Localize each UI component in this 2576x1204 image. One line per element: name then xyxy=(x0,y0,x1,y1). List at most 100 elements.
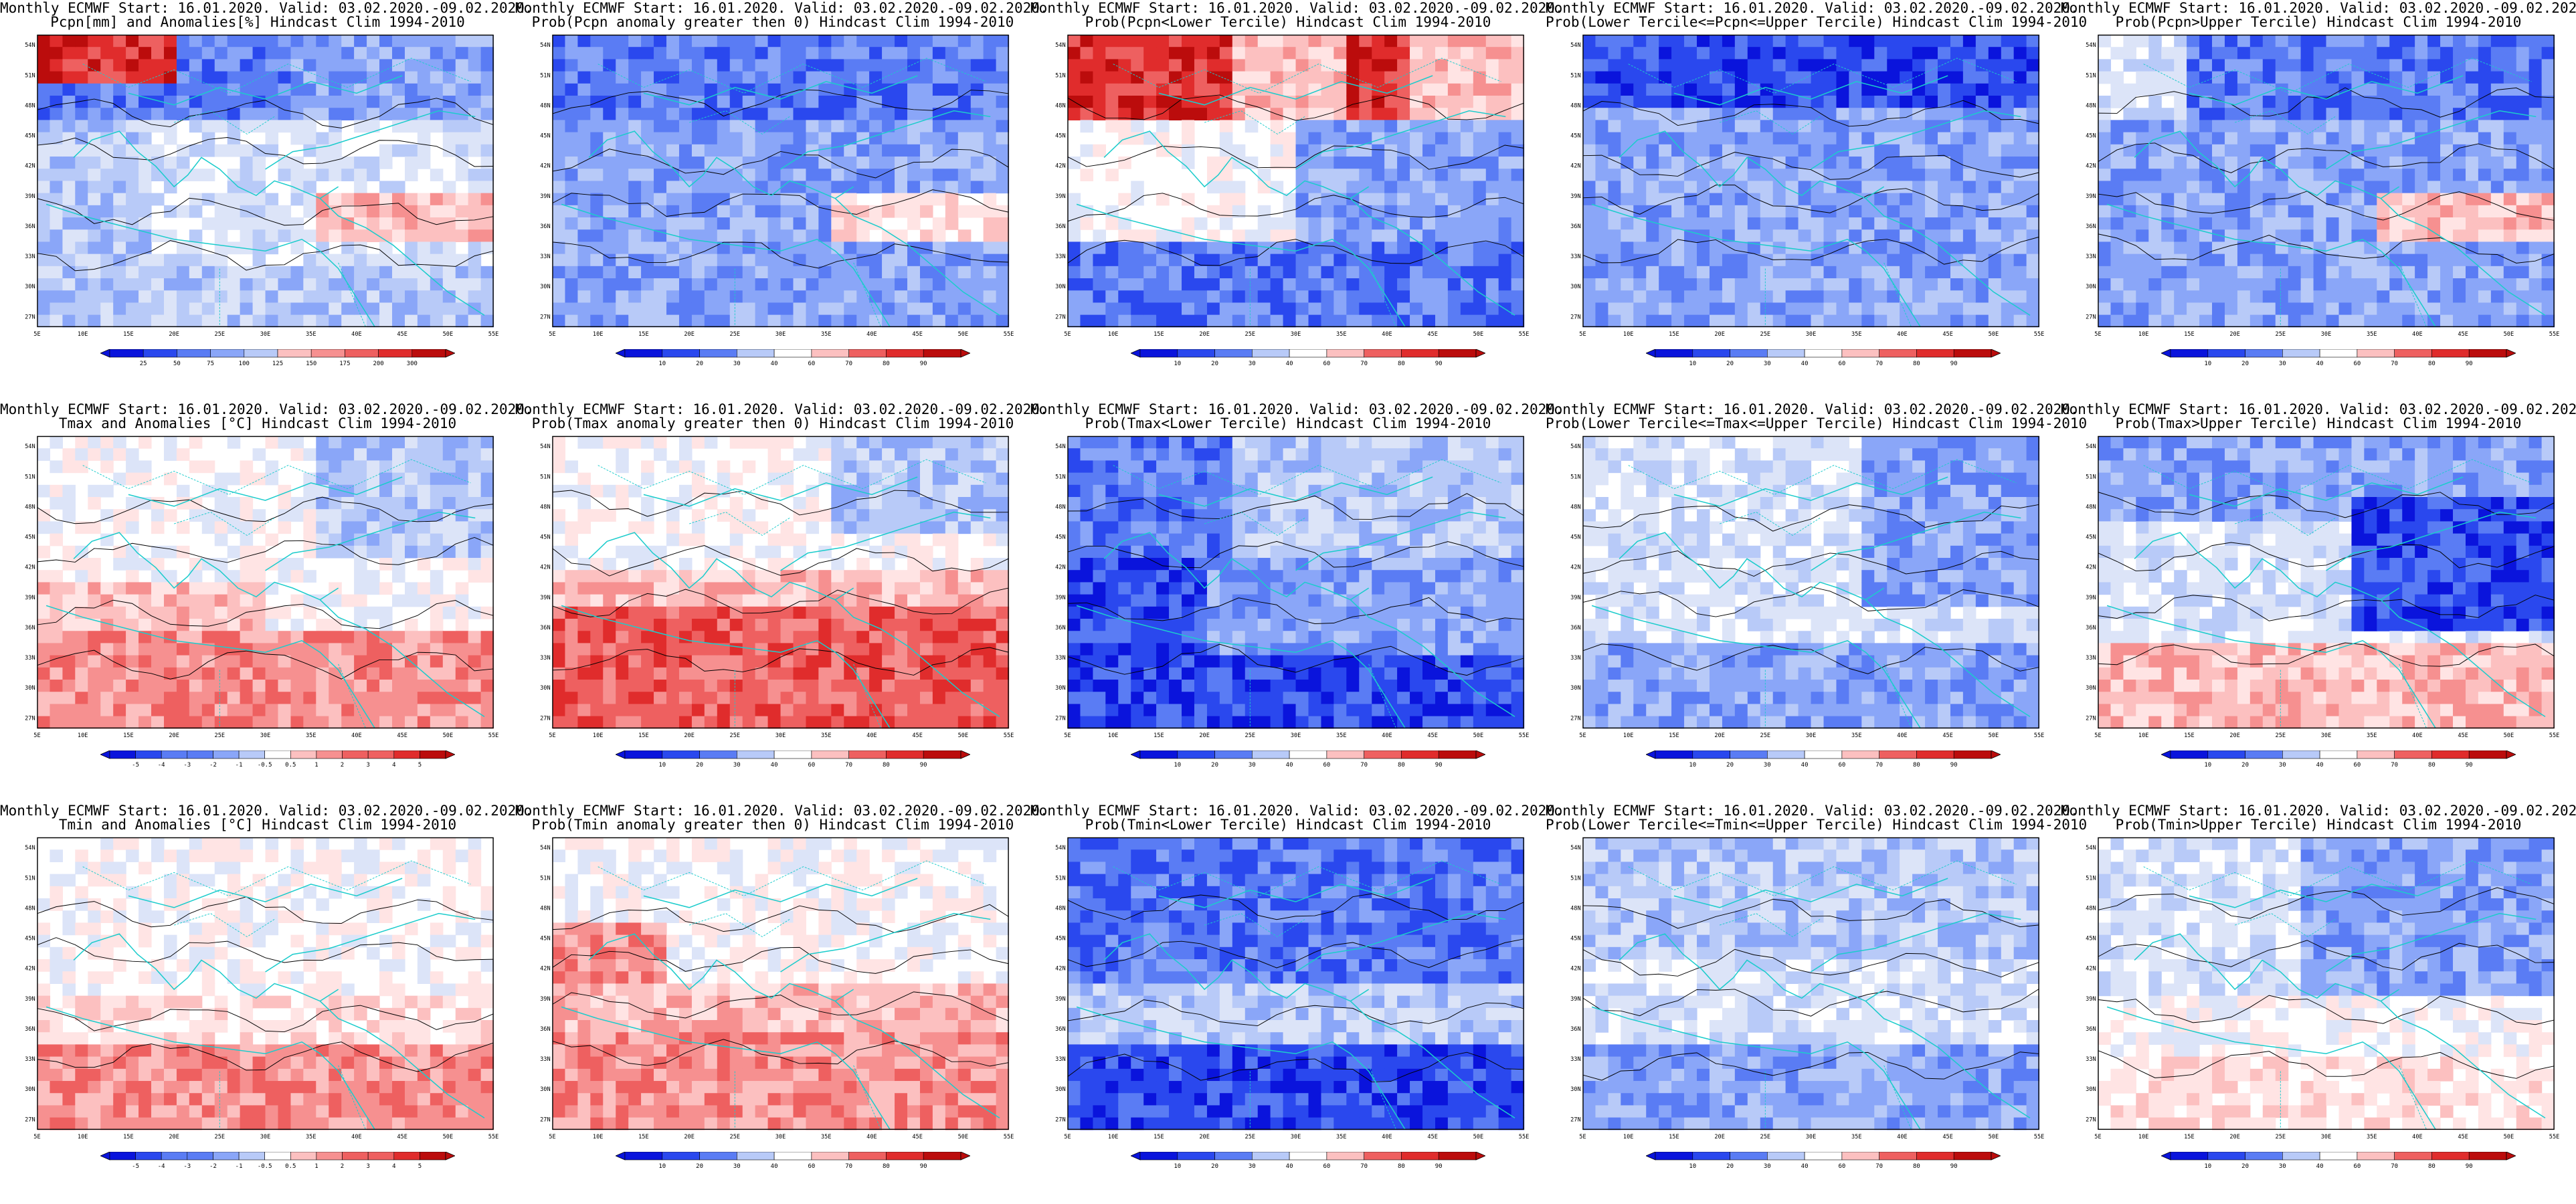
panel-title-line2: Prob(Pcpn>Upper Tercile) Hindcast Clim 1… xyxy=(2115,14,2522,30)
contour-lines xyxy=(552,904,1009,1067)
colorbar-swatch xyxy=(420,750,446,759)
colorbar-swatch xyxy=(923,750,961,759)
shaded-field xyxy=(552,436,1010,729)
colorbar-tick-label: 20 xyxy=(696,1163,703,1170)
colorbar-tick-label: 10 xyxy=(658,1163,666,1170)
panel-title-line1: Monthly ECMWF Start: 16.01.2020. Valid: … xyxy=(1030,803,1564,819)
colorbar-swatch xyxy=(1804,349,1843,358)
lon-tick-label: 30E xyxy=(2321,1134,2332,1140)
colorbar-tick-label: 40 xyxy=(1286,361,1293,367)
coastlines xyxy=(561,878,1000,1130)
country-borders xyxy=(1628,58,2017,328)
lat-tick-label: 33N xyxy=(540,254,551,260)
colorbar-swatch xyxy=(1953,349,1992,358)
lon-tick-label: 45E xyxy=(2458,732,2468,739)
panel-title: Monthly ECMWF Start: 16.01.2020. Valid: … xyxy=(0,804,533,832)
colorbar-tick-label: 40 xyxy=(2316,361,2324,367)
colorbar-tick-label: 80 xyxy=(1398,361,1405,367)
colorbar-swatch xyxy=(1879,750,1917,759)
country-borders xyxy=(2143,58,2532,328)
lat-tick-label: 54N xyxy=(540,845,551,851)
colorbar-min-arrow xyxy=(1131,349,1141,358)
colorbar-swatch xyxy=(2170,1152,2209,1161)
lat-tick-label: 39N xyxy=(540,996,551,1003)
map-panel: Monthly ECMWF Start: 16.01.2020. Valid: … xyxy=(1546,803,2087,1204)
lon-tick-label: 15E xyxy=(1669,732,1679,739)
colorbar-swatch xyxy=(1767,349,1805,358)
panel-title-line1: Monthly ECMWF Start: 16.01.2020. Valid: … xyxy=(1546,401,2079,417)
color-legend-bar: 10 20 30 40 60 70 80 90 xyxy=(1646,349,2001,367)
colorbar-swatch xyxy=(886,1152,924,1161)
colorbar-max-arrow xyxy=(1475,1152,1485,1161)
colorbar-swatch xyxy=(143,349,177,358)
colorbar-tick-label: -5 xyxy=(132,762,139,769)
colorbar-swatch xyxy=(2207,750,2245,759)
lon-tick-label: 55E xyxy=(488,1134,499,1140)
colorbar-tick-label: 10 xyxy=(2204,762,2211,769)
lat-tick-label: 39N xyxy=(25,996,35,1003)
lat-tick-label: 33N xyxy=(2086,1056,2096,1063)
colorbar-max-arrow xyxy=(1991,1152,2001,1161)
lat-tick-label: 54N xyxy=(1570,443,1581,450)
colorbar-tick-label: 80 xyxy=(883,762,890,769)
lat-tick-label: 42N xyxy=(1055,966,1066,973)
lat-tick-label: 30N xyxy=(25,1086,35,1093)
lon-tick-label: 25E xyxy=(2276,732,2286,739)
color-legend-bar: 25 50 75 100 125 150 175 200 300 xyxy=(100,349,455,367)
colorbar-tick-label: 60 xyxy=(1838,762,1845,769)
lon-tick-label: 55E xyxy=(2549,331,2560,338)
panel-title-line2: Prob(Tmax<Lower Tercile) Hindcast Clim 1… xyxy=(1085,415,1491,431)
contour-lines xyxy=(2098,492,2555,667)
lat-tick-label: 42N xyxy=(1055,163,1066,170)
colorbar-swatch xyxy=(420,1152,446,1161)
contour-lines xyxy=(1582,100,2039,265)
colorbar-swatch xyxy=(1916,349,1954,358)
lat-tick-label: 39N xyxy=(540,193,551,200)
colorbar-min-arrow xyxy=(100,750,110,759)
lon-tick-label: 5E xyxy=(2094,331,2101,338)
colorbar-swatch xyxy=(187,1152,213,1161)
colorbar-swatch xyxy=(2282,750,2320,759)
lat-tick-label: 48N xyxy=(1055,102,1066,109)
lon-tick-label: 10E xyxy=(593,1134,604,1140)
map-frame xyxy=(552,837,1009,1130)
lat-tick-label: 39N xyxy=(2086,193,2096,200)
forecast-map: 5E 10E 15E 20E 25E 30E 35E 40E 45E 50E 55E 54N 51N 48… xyxy=(540,837,1014,1140)
lat-tick-label: 45N xyxy=(1570,936,1581,942)
colorbar-swatch xyxy=(2468,349,2507,358)
lat-tick-label: 36N xyxy=(1570,223,1581,230)
lat-tick-label: 51N xyxy=(1055,474,1066,480)
contour-lines xyxy=(1067,893,1524,1083)
lat-tick-label: 42N xyxy=(540,565,551,571)
colorbar-swatch xyxy=(662,349,700,358)
lon-tick-label: 35E xyxy=(821,1134,832,1140)
coastlines xyxy=(1591,476,2031,729)
panel-title-line2: Prob(Lower Tercile<=Tmax<=Upper Tercile)… xyxy=(1546,415,2088,431)
lat-tick-label: 36N xyxy=(1055,1026,1066,1033)
lat-tick-label: 48N xyxy=(540,504,551,510)
lon-tick-label: 45E xyxy=(1427,732,1438,739)
colorbar-tick-label: 10 xyxy=(2204,361,2211,367)
lon-tick-label: 35E xyxy=(821,331,832,338)
lon-tick-label: 45E xyxy=(1942,331,1953,338)
lon-tick-label: 5E xyxy=(2094,732,2101,739)
colorbar-tick-label: 20 xyxy=(696,361,703,367)
map-frame xyxy=(1582,34,2039,328)
colorbar-min-arrow xyxy=(616,349,626,358)
country-borders xyxy=(1113,459,1501,729)
colorbar-swatch xyxy=(244,349,278,358)
lon-tick-label: 10E xyxy=(1623,331,1634,338)
colorbar-swatch xyxy=(2245,750,2283,759)
lat-tick-label: 45N xyxy=(540,936,551,942)
lat-tick-label: 36N xyxy=(540,223,551,230)
coastlines xyxy=(561,476,1000,729)
lat-tick-label: 33N xyxy=(25,254,35,260)
lon-tick-label: 55E xyxy=(1519,331,1530,338)
colorbar-tick-label: 20 xyxy=(2241,361,2249,367)
map-frame xyxy=(1582,435,2039,729)
colorbar-max-arrow xyxy=(2506,349,2516,358)
lon-tick-label: 5E xyxy=(33,732,40,739)
colorbar-swatch xyxy=(1767,1152,1805,1161)
country-borders xyxy=(82,58,471,328)
lat-tick-label: 48N xyxy=(1055,905,1066,912)
